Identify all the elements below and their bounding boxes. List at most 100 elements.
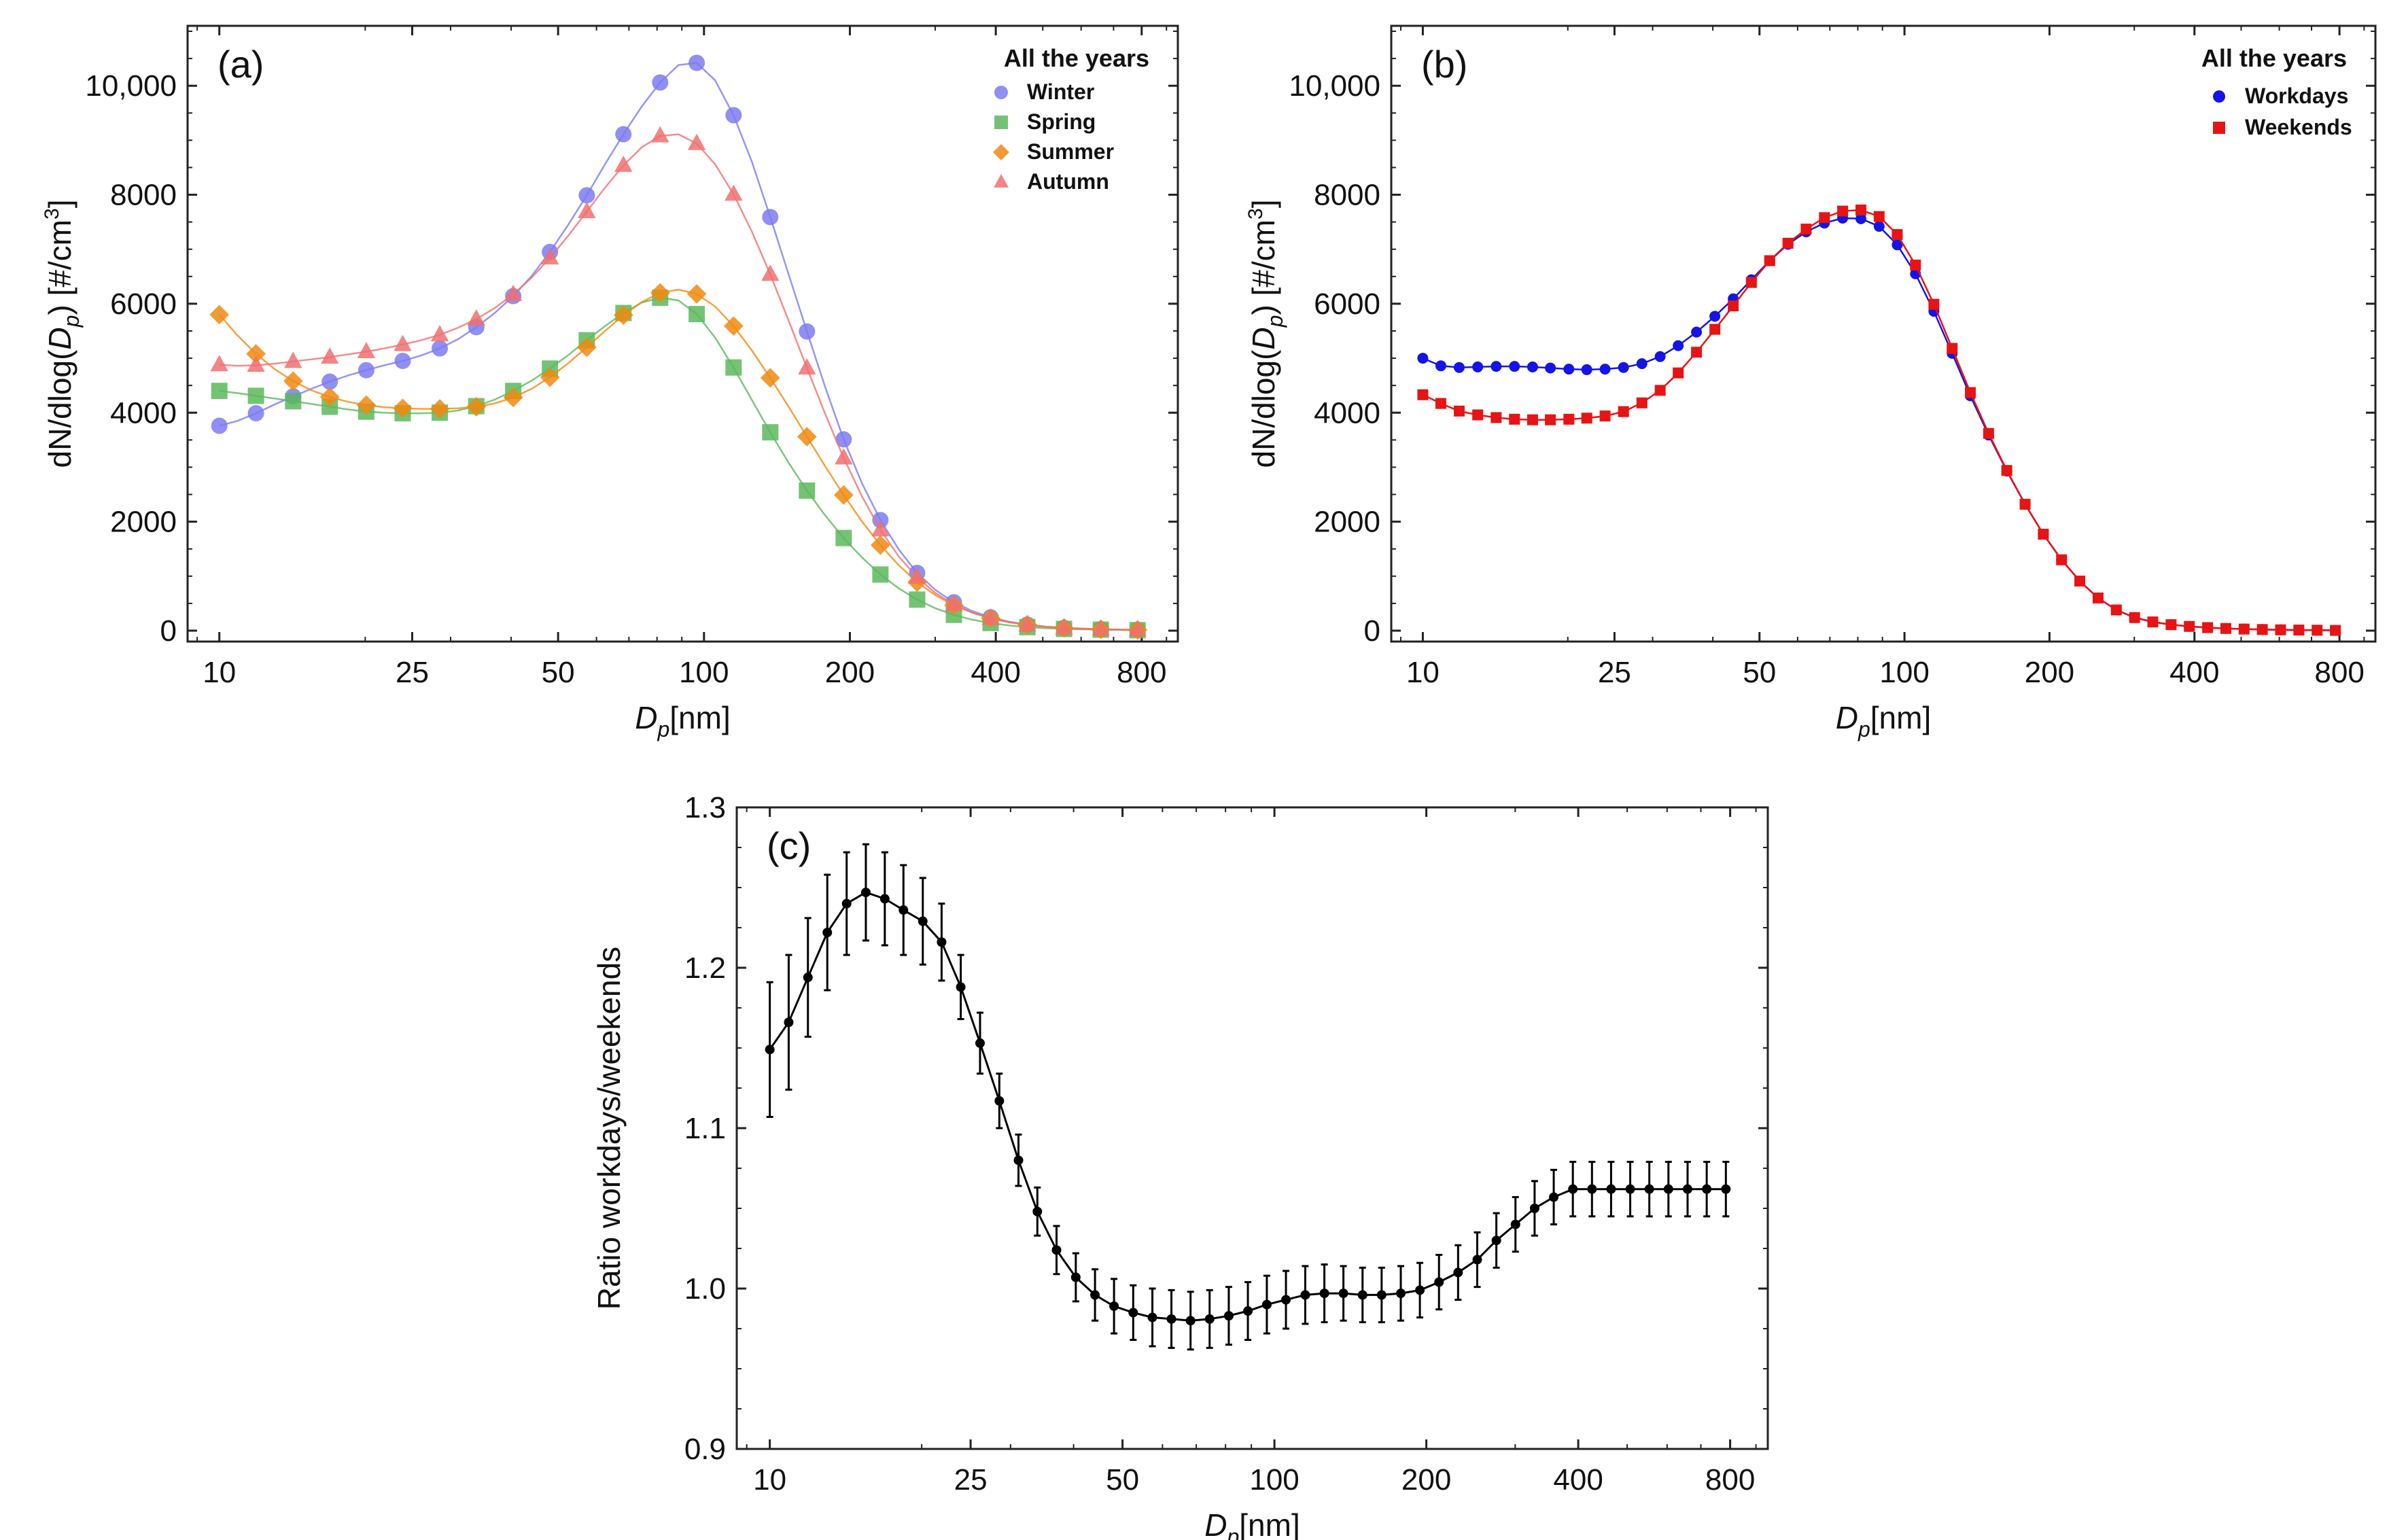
data-point [285, 393, 302, 410]
data-point [1983, 427, 1994, 439]
data-point [1682, 1184, 1692, 1194]
x-tick-label: 10 [753, 1463, 786, 1497]
data-point [1654, 351, 1666, 362]
data-point [1204, 1314, 1215, 1324]
y-tick-label: 6000 [110, 287, 177, 321]
data-point [1185, 1316, 1196, 1326]
y-tick-label: 4000 [1314, 396, 1380, 430]
series-line [1422, 209, 2336, 631]
data-point [723, 316, 744, 336]
data-point [1109, 1301, 1119, 1311]
data-point [1490, 361, 1502, 372]
y-tick-label: 4000 [110, 396, 177, 430]
data-point [1032, 1206, 1043, 1217]
data-point [1800, 224, 1812, 235]
data-point [615, 126, 632, 143]
series-workdays [1417, 213, 2341, 636]
data-point [1415, 1285, 1425, 1295]
x-tick-label: 200 [825, 656, 875, 689]
data-point [1581, 364, 1592, 375]
data-point [1090, 1290, 1100, 1300]
legend-marker [2213, 90, 2225, 103]
data-point [1435, 360, 1446, 372]
data-point [899, 905, 909, 915]
data-point [1527, 361, 1538, 372]
y-tick-label: 1.3 [684, 791, 726, 824]
y-tick-label: 1.1 [684, 1112, 726, 1145]
data-point [1549, 1192, 1559, 1202]
data-point [2056, 554, 2068, 565]
series-line [1422, 217, 2336, 631]
data-point [1568, 1184, 1578, 1194]
data-point [872, 566, 889, 583]
data-point [1606, 1184, 1616, 1194]
legend-marker [2213, 122, 2225, 134]
x-tick-label: 800 [1117, 656, 1166, 689]
x-tick-label: 50 [1106, 1463, 1139, 1497]
data-point [797, 427, 817, 447]
data-point [841, 898, 852, 909]
data-point [321, 347, 339, 364]
data-point [1223, 1311, 1234, 1321]
data-point [284, 351, 302, 368]
data-point [1509, 361, 1520, 372]
data-point [765, 1045, 775, 1055]
data-point [1281, 1295, 1291, 1305]
panel-c: 10 25 50 100 200 400 800 0.9 1.0 1.1 1.2 1.3 Dp[nm] R… [591, 791, 1769, 1540]
x-tick-label: 50 [542, 656, 575, 689]
data-point [1529, 1204, 1539, 1213]
data-point [1618, 362, 1629, 373]
data-point [211, 417, 228, 434]
series-autumn [210, 126, 1147, 637]
x-tick-label: 100 [679, 656, 729, 689]
data-point [2238, 623, 2250, 635]
data-point [1166, 1314, 1176, 1324]
legend-a: All the years Winter Spring Summer Autumn [993, 44, 1149, 194]
plot-frame-b [1390, 24, 2377, 643]
data-point [909, 591, 926, 608]
data-point [2019, 498, 2031, 510]
data-point [687, 133, 706, 150]
data-point [1357, 1290, 1367, 1300]
data-point [613, 305, 633, 326]
panel-label: (a) [217, 43, 264, 86]
y-tick-label: 0 [160, 614, 177, 648]
data-point [870, 535, 890, 555]
y-axis-title: dN/dlog(Dp) [#/cm3] [1244, 200, 1287, 468]
legend-label: Workdays [2245, 84, 2348, 108]
y-tick-label: 6000 [1314, 287, 1380, 321]
data-point [1599, 364, 1611, 375]
data-point [761, 264, 780, 281]
data-point [2312, 625, 2323, 636]
data-point [1691, 326, 1703, 338]
data-point [578, 187, 595, 204]
x-tick-label: 10 [203, 656, 236, 689]
data-point [1855, 213, 1867, 224]
series-line [219, 133, 1138, 631]
data-point [1709, 311, 1721, 322]
data-point [1300, 1290, 1310, 1300]
data-point [394, 334, 412, 351]
series-summer [209, 283, 1148, 640]
data-point [1417, 389, 1429, 400]
y-tick-label: 10,000 [85, 69, 177, 103]
data-point [1891, 239, 1903, 251]
data-point [651, 126, 669, 143]
x-tick-label: 400 [971, 656, 1020, 689]
data-point [1819, 212, 1830, 224]
data-point [1545, 362, 1556, 374]
data-point [1128, 620, 1147, 637]
series-spring [211, 290, 1146, 639]
data-point [614, 155, 633, 172]
data-point [956, 982, 966, 992]
data-point [1563, 413, 1575, 425]
data-point [1055, 618, 1073, 635]
data-point [1472, 361, 1484, 372]
data-point [1147, 1312, 1157, 1323]
data-point [1873, 221, 1885, 232]
data-point [1636, 397, 1647, 408]
data-point [1745, 277, 1757, 288]
data-point [1013, 1155, 1024, 1166]
x-tick-label: 25 [396, 656, 429, 689]
